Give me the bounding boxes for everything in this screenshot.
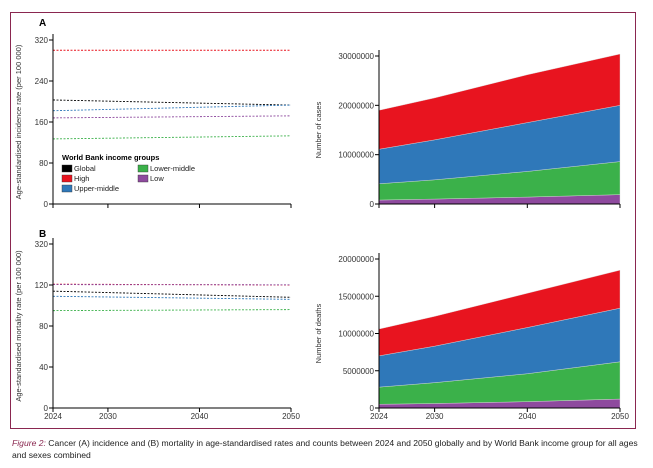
x-tick-label: 2040 [191, 412, 209, 421]
x-tick-label: 2024 [370, 412, 388, 421]
y-tick-label: 0 [44, 200, 49, 209]
y-tick-label: 5000000 [343, 367, 375, 376]
legend-title: World Bank income groups [62, 153, 159, 162]
panel-label: B [39, 229, 46, 240]
y-tick-label: 20000000 [338, 101, 374, 110]
panel-label: A [39, 18, 46, 29]
y-tick-label: 10000000 [338, 330, 374, 339]
legend-swatch-upper-middle [61, 184, 73, 193]
y-tick-label: 160 [35, 118, 49, 127]
line-upper-middle [52, 104, 292, 112]
legend-label: Lower-middle [150, 164, 195, 173]
line-global [52, 99, 292, 106]
x-tick-label: 2024 [44, 412, 62, 421]
line-low [52, 115, 292, 119]
x-tick-label: 2030 [426, 412, 444, 421]
caption-label: Figure 2: [12, 438, 46, 448]
x-tick-label: 2050 [282, 412, 300, 421]
line-lower-middle [52, 135, 292, 140]
legend-label: Global [74, 164, 96, 173]
y-tick-label: 20000000 [338, 255, 374, 264]
legend-swatch-low [137, 174, 149, 183]
y-tick-label: 320 [35, 240, 49, 249]
y-tick-label: 80 [39, 159, 48, 168]
legend-label: High [74, 174, 89, 183]
area-high [378, 269, 621, 357]
y-tick-label: 240 [35, 77, 49, 86]
legend-swatch-high [61, 174, 73, 183]
line-upper-middle [52, 295, 292, 300]
y-tick-label: 0 [370, 404, 375, 413]
y-tick-label: 40 [39, 363, 48, 372]
legend-swatch-global [61, 164, 73, 173]
area-high [378, 53, 621, 150]
y-tick-label: 0 [370, 200, 375, 209]
figure-caption: Figure 2: Cancer (A) incidence and (B) m… [12, 437, 642, 461]
y-axis-label: Age-standardised mortality rate (per 100… [14, 250, 23, 402]
y-axis-label: Age-standardised incidence rate (per 100… [14, 44, 23, 199]
line-global [52, 290, 292, 298]
y-tick-label: 120 [35, 281, 49, 290]
x-tick-label: 2050 [611, 412, 629, 421]
x-tick-label: 2040 [518, 412, 536, 421]
y-tick-label: 320 [35, 36, 49, 45]
x-tick-label: 2030 [99, 412, 117, 421]
y-tick-label: 15000000 [338, 292, 374, 301]
line-lower-middle [52, 309, 292, 312]
y-tick-label: 0 [44, 404, 49, 413]
y-tick-label: 80 [39, 322, 48, 331]
legend-swatch-lower-middle [137, 164, 149, 173]
legend-label: Low [150, 174, 164, 183]
y-axis-label: Number of deaths [314, 303, 323, 363]
y-axis-label: Number of cases [314, 101, 323, 158]
legend-label: Upper-middle [74, 184, 119, 193]
caption-text: Cancer (A) incidence and (B) mortality i… [12, 438, 638, 460]
y-tick-label: 10000000 [338, 151, 374, 160]
y-tick-label: 30000000 [338, 52, 374, 61]
figure-frame [10, 12, 636, 429]
